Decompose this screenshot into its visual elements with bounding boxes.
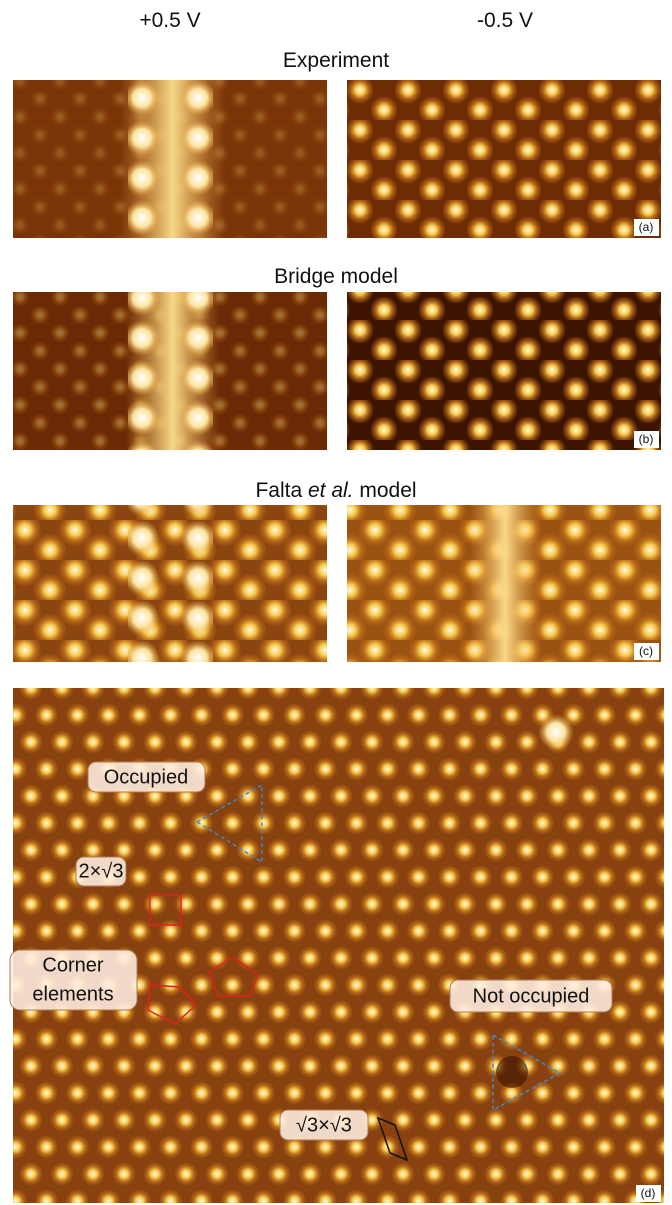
row-title: Bridge model xyxy=(274,265,398,288)
figure: +0.5 V -0.5 V Experiment (a) Bridge mode… xyxy=(0,0,672,1205)
panel-label: (c) xyxy=(639,644,653,658)
row-title: Falta et al. model xyxy=(255,479,416,502)
image-panel xyxy=(347,292,661,450)
image-panel xyxy=(347,80,661,238)
title-part: Falta xyxy=(255,479,302,502)
column-title: +0.5 V xyxy=(139,9,200,32)
annotation: elements xyxy=(32,983,113,1005)
image-panel xyxy=(347,505,661,662)
panel-label: (d) xyxy=(641,1186,656,1200)
annotation: Corner xyxy=(42,954,103,976)
image-panel xyxy=(13,292,327,450)
annotation: Not occupied xyxy=(473,985,590,1007)
title-part: model xyxy=(359,479,416,502)
image-panel xyxy=(13,505,327,662)
column-title: -0.5 V xyxy=(477,9,533,32)
page: {"header": {"columns": ["+0.5 V", "-0.5 … xyxy=(0,0,672,1205)
annotation: 2×√3 xyxy=(79,860,124,882)
annotation: √3×√3 xyxy=(296,1114,352,1136)
image-panel xyxy=(13,80,327,238)
annotation: Occupied xyxy=(104,766,189,788)
row-title: Experiment xyxy=(283,49,389,72)
panel-label: (b) xyxy=(639,432,654,446)
title-part: et al. xyxy=(308,479,354,502)
panel-label: (a) xyxy=(639,220,654,234)
